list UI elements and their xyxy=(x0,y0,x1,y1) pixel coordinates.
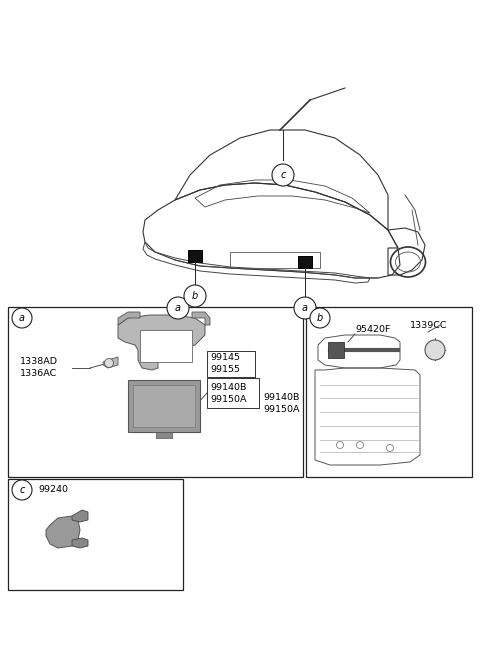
Text: 99150A: 99150A xyxy=(263,405,300,415)
Text: 1336AC: 1336AC xyxy=(20,369,57,379)
Bar xyxy=(328,342,344,358)
Text: b: b xyxy=(317,313,323,323)
Text: a: a xyxy=(19,313,25,323)
Circle shape xyxy=(425,340,445,360)
Text: 99145: 99145 xyxy=(210,352,240,361)
Bar xyxy=(8,307,303,477)
Polygon shape xyxy=(192,312,210,325)
Text: 99155: 99155 xyxy=(210,365,240,373)
Text: 99140B: 99140B xyxy=(210,384,246,392)
Polygon shape xyxy=(118,312,140,325)
Polygon shape xyxy=(46,516,80,548)
Text: b: b xyxy=(192,291,198,301)
Polygon shape xyxy=(103,357,118,368)
Text: 99140B: 99140B xyxy=(263,394,300,403)
Text: 99155: 99155 xyxy=(210,365,240,373)
Circle shape xyxy=(167,297,189,319)
Bar xyxy=(8,479,183,590)
Text: 99150A: 99150A xyxy=(210,396,247,405)
Bar xyxy=(156,432,172,438)
Bar xyxy=(128,380,200,432)
Circle shape xyxy=(105,358,113,367)
Text: 1339CC: 1339CC xyxy=(410,321,447,329)
Bar xyxy=(230,252,320,268)
Text: 99240: 99240 xyxy=(38,485,68,495)
Bar xyxy=(298,256,312,268)
Text: 1338AD: 1338AD xyxy=(20,358,58,367)
Bar xyxy=(306,307,472,477)
Text: c: c xyxy=(280,170,286,180)
Text: a: a xyxy=(302,303,308,313)
Bar xyxy=(133,385,195,427)
Circle shape xyxy=(184,285,206,307)
Polygon shape xyxy=(72,538,88,548)
Circle shape xyxy=(12,308,32,328)
Bar xyxy=(140,330,192,362)
Circle shape xyxy=(294,297,316,319)
Text: 95420F: 95420F xyxy=(355,325,390,335)
Text: c: c xyxy=(19,485,24,495)
Bar xyxy=(207,378,259,408)
Polygon shape xyxy=(118,315,205,370)
Text: a: a xyxy=(175,303,181,313)
Polygon shape xyxy=(72,510,88,522)
Bar xyxy=(188,250,202,262)
Bar xyxy=(207,351,255,377)
Text: 99145: 99145 xyxy=(210,352,240,361)
Circle shape xyxy=(272,164,294,186)
Circle shape xyxy=(310,308,330,328)
Circle shape xyxy=(12,480,32,500)
